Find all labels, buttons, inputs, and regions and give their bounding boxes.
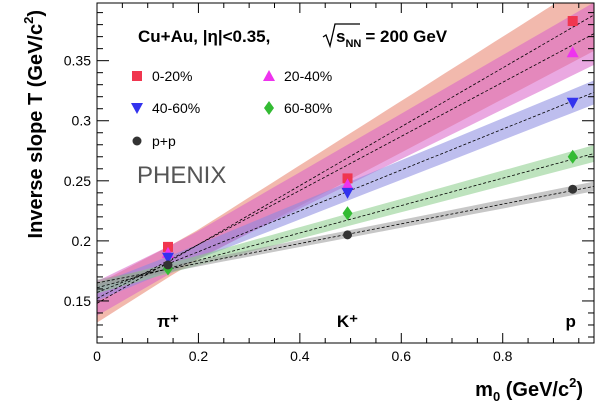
legend-marker-p+p: [132, 136, 142, 146]
x-axis-title-sub: 0: [493, 389, 500, 404]
legend-marker-20-40%: [263, 70, 275, 81]
x-axis-title-exp: 2: [569, 375, 576, 390]
energy-value: = 200 GeV: [365, 27, 447, 46]
data-point-p+p-0: [163, 260, 173, 270]
y-axis-title: Inverse slope T (GeV/c2): [21, 10, 47, 238]
x-tick-label: 0.2: [189, 348, 209, 364]
data-point-0-20%-2: [567, 16, 578, 27]
particle-label-kaon: K⁺: [337, 312, 358, 331]
legend: 0-20% 20-40% 40-60% 60-80% p+p: [131, 68, 332, 149]
data-point-0-20%-1: [342, 173, 353, 184]
y-tick-label: 0.3: [72, 113, 92, 129]
y-axis-title-main: Inverse slope T (GeV/c: [25, 24, 47, 239]
x-axis-title-unit: (GeV/c: [500, 379, 569, 401]
legend-label: 40-60%: [152, 100, 200, 116]
fit-line-0-20%: [97, 14, 594, 304]
collision-annotation: Cu+Au, |η|<0.35,: [138, 27, 270, 46]
x-tick-label: 0: [93, 348, 101, 364]
data-point-60-80%-1: [342, 206, 353, 221]
y-tick-label: 0.15: [64, 293, 91, 309]
legend-label: 20-40%: [284, 68, 332, 84]
fit-line-60-80%: [97, 153, 594, 289]
fit-line-p+p: [97, 185, 594, 284]
data-point-40-60%-2: [566, 97, 579, 109]
x-tick-label: 0.6: [392, 348, 412, 364]
data-point-20-40%-2: [566, 46, 579, 58]
data-point-60-80%-2: [567, 149, 578, 164]
legend-marker-40-60%: [131, 103, 143, 114]
data-point-40-60%-1: [341, 187, 354, 199]
data-point-20-40%-1: [341, 178, 354, 190]
axis-ticks: [96, 3, 594, 343]
fit-line-20-40%: [97, 33, 594, 299]
data-point-0-20%-0: [163, 241, 173, 252]
data-point-40-60%-0: [162, 252, 174, 264]
sqrt-s-sub: NN: [345, 38, 361, 50]
phenix-watermark: PHENIX: [137, 162, 226, 189]
sqrt-symbol: [322, 23, 360, 49]
data-point-p+p-1: [343, 230, 353, 240]
x-axis-title-main: m: [475, 379, 493, 401]
x-tick-label: 0.4: [290, 348, 310, 364]
particle-label-pion: π⁺: [157, 312, 179, 331]
y-axis-title-close: ): [25, 10, 47, 17]
data-points: [162, 16, 579, 276]
legend-label: 0-20%: [152, 68, 192, 84]
y-tick-label: 0.2: [72, 233, 92, 249]
particle-label-proton: p: [566, 312, 576, 331]
x-axis-title-close: ): [576, 379, 583, 401]
collision-system: Cu+Au, |η|<0.35,: [138, 27, 270, 46]
legend-marker-0-20%: [132, 71, 142, 81]
data-point-p+p-2: [568, 184, 578, 194]
y-tick-label: 0.25: [64, 173, 91, 189]
legend-marker-60-80%: [264, 101, 274, 115]
plot-frame: [96, 2, 595, 344]
legend-label: p+p: [152, 133, 176, 149]
collision-energy: sNN = 200 GeV: [336, 27, 448, 50]
x-axis-title: m0 (GeV/c2): [475, 375, 583, 404]
sqrt-s-main: s: [336, 27, 345, 46]
x-tick-label: 0.8: [493, 348, 513, 364]
legend-label: 60-80%: [284, 100, 332, 116]
y-axis-title-exp: 2: [21, 17, 36, 24]
y-tick-label: 0.35: [64, 53, 91, 69]
